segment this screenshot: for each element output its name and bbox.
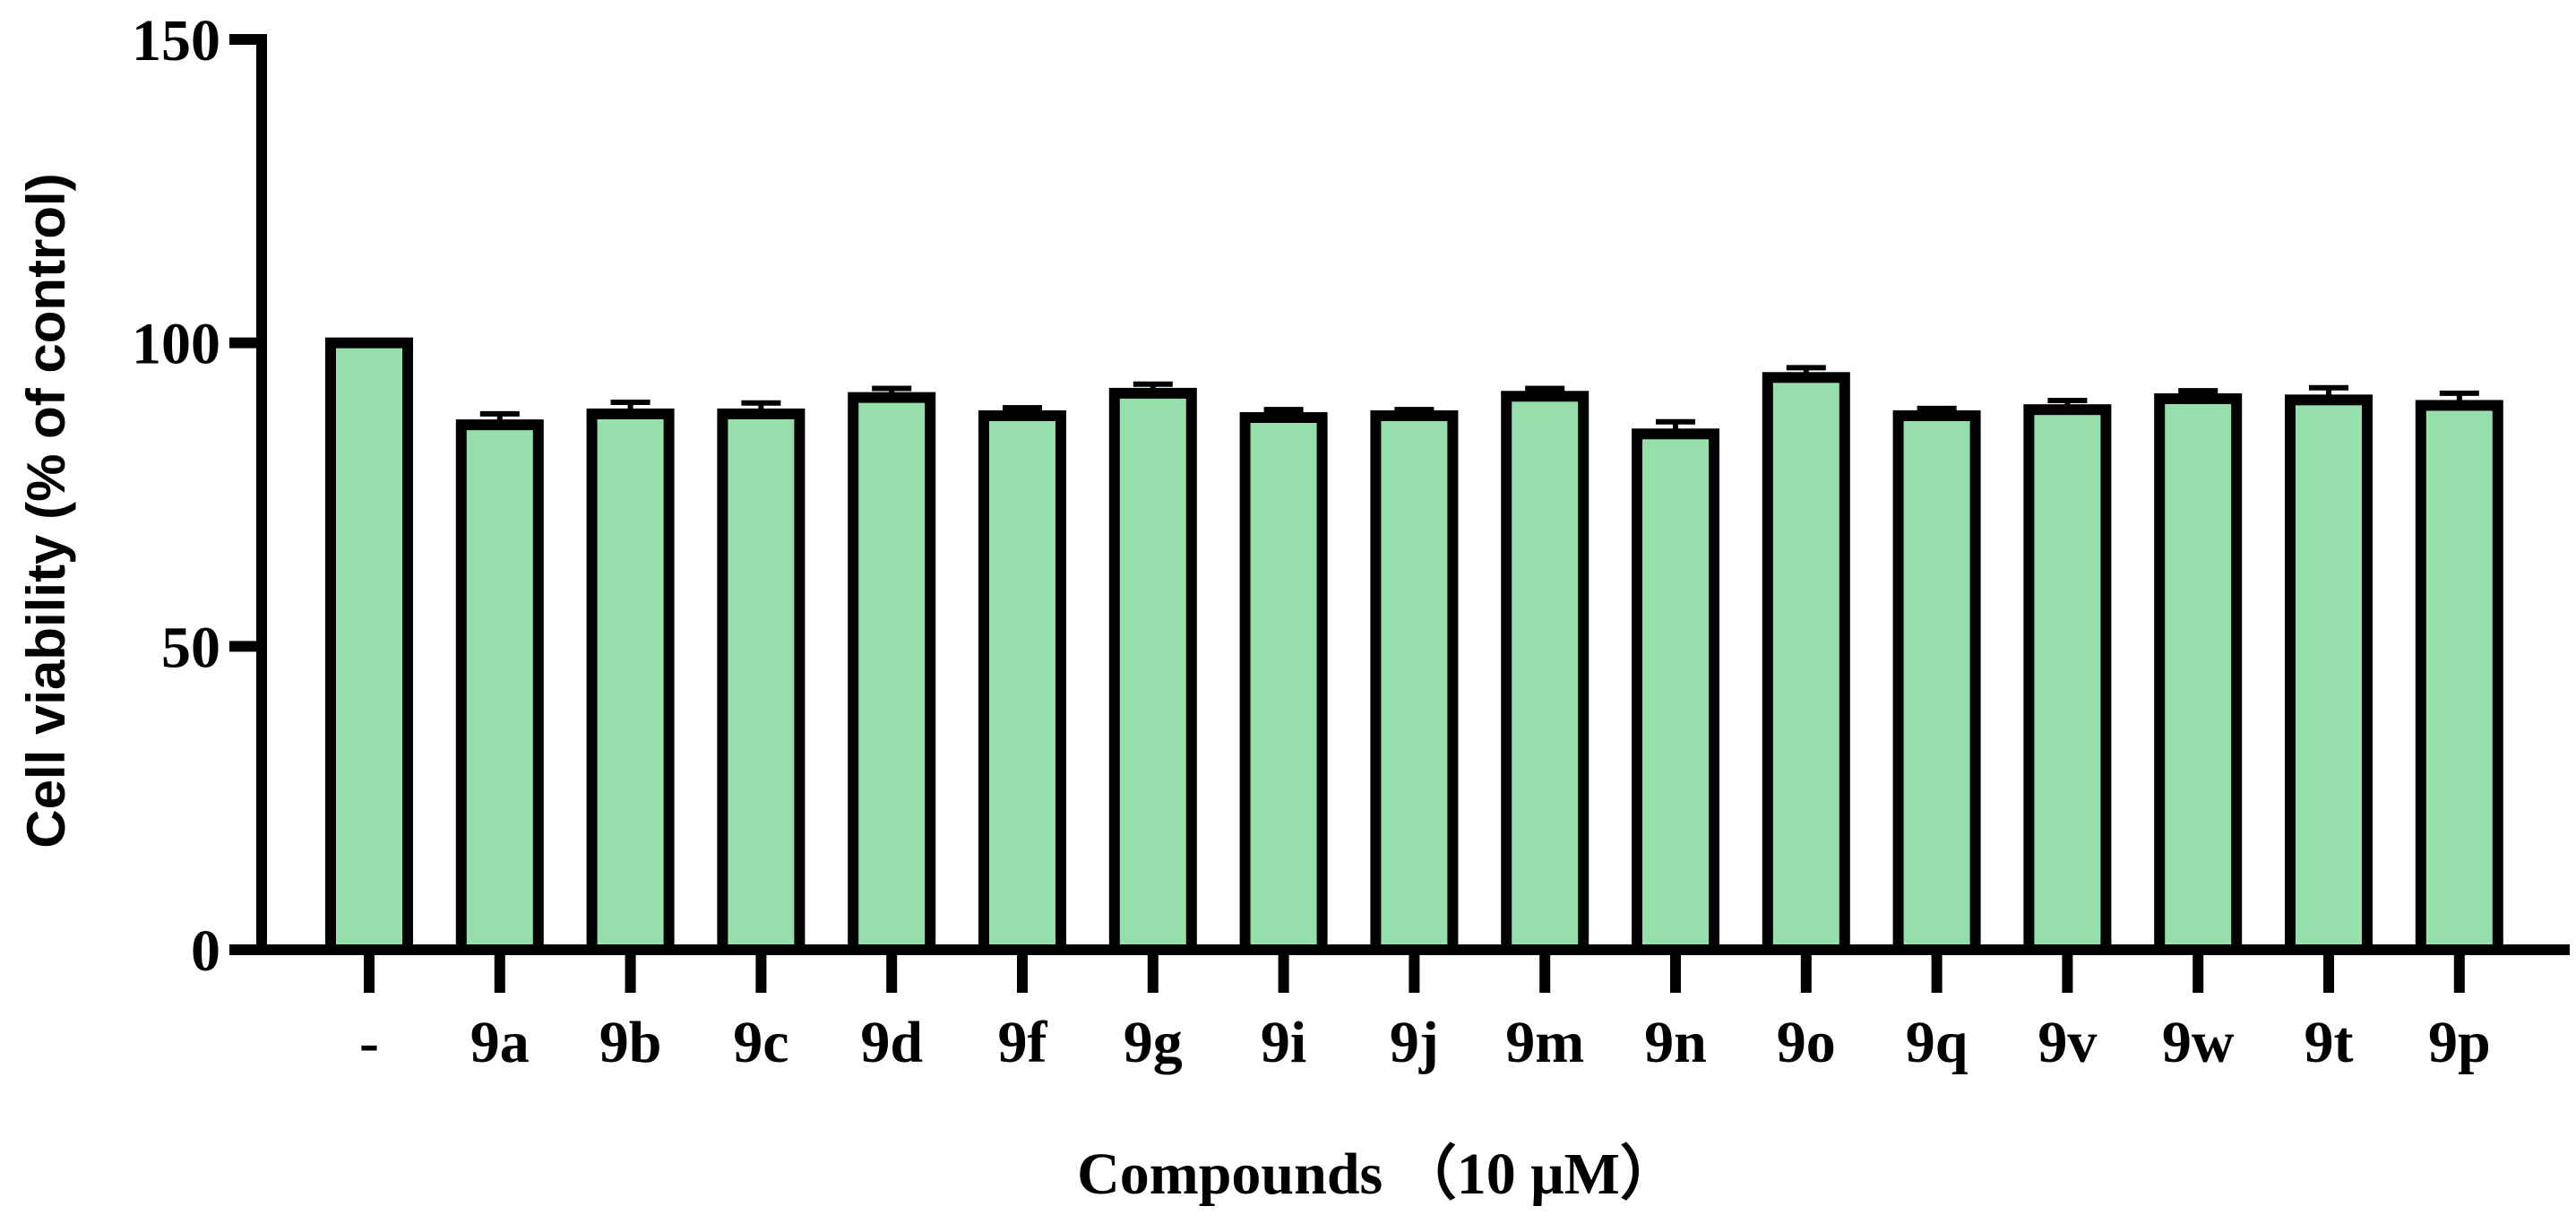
bar — [331, 343, 408, 950]
bar — [1768, 377, 1845, 950]
y-tick-label: 0 — [191, 918, 220, 984]
y-axis: 0 50 100 150 — [132, 8, 262, 984]
y-tick-label: 100 — [132, 312, 220, 377]
bar — [853, 398, 930, 950]
x-tick-label: 9q — [1906, 1010, 1969, 1075]
x-tick-label: 9f — [998, 1010, 1048, 1075]
bar — [2421, 405, 2498, 950]
x-tick-label: 9c — [733, 1010, 788, 1075]
x-axis-title: Compounds （10 μM） — [1077, 1141, 1679, 1207]
x-tick-label: 9g — [1124, 1010, 1183, 1075]
y-axis-title: Cell viability (% of control) — [16, 173, 76, 848]
bar — [2029, 409, 2106, 950]
x-tick-label: - — [359, 1010, 379, 1075]
x-tick-label: 9w — [2162, 1010, 2235, 1075]
bar — [461, 425, 538, 950]
x-tick-label: 9v — [2038, 1010, 2097, 1075]
bar — [1245, 418, 1322, 950]
bar — [2159, 399, 2236, 950]
bars — [331, 343, 2498, 950]
x-tick-label: 9i — [1261, 1010, 1306, 1075]
bar — [1375, 416, 1452, 950]
y-tick-label: 50 — [161, 615, 220, 680]
x-tick-label: 9t — [2305, 1010, 2354, 1075]
x-tick-label: 9p — [2428, 1010, 2491, 1075]
bar — [592, 414, 669, 950]
x-tick-label: 9m — [1505, 1010, 1584, 1075]
x-tick-label: 9o — [1777, 1010, 1836, 1075]
x-tick-label: 9a — [470, 1010, 530, 1075]
bar — [1899, 416, 1976, 950]
bar — [1637, 434, 1714, 950]
x-axis: - 9a 9b 9c 9d 9f 9g 9i 9j 9m 9n 9o 9q 9v 9w 9t 9p — [256, 950, 2570, 1075]
y-tick-label: 150 — [132, 8, 220, 73]
bar — [984, 416, 1061, 950]
bar — [1506, 396, 1583, 950]
bar — [2290, 400, 2367, 950]
x-tick-label: 9d — [860, 1010, 923, 1075]
bar — [722, 414, 799, 950]
bar — [1115, 393, 1192, 950]
x-tick-label: 9b — [599, 1010, 662, 1075]
x-tick-label: 9n — [1644, 1010, 1707, 1075]
x-tick-label: 9j — [1390, 1010, 1439, 1075]
